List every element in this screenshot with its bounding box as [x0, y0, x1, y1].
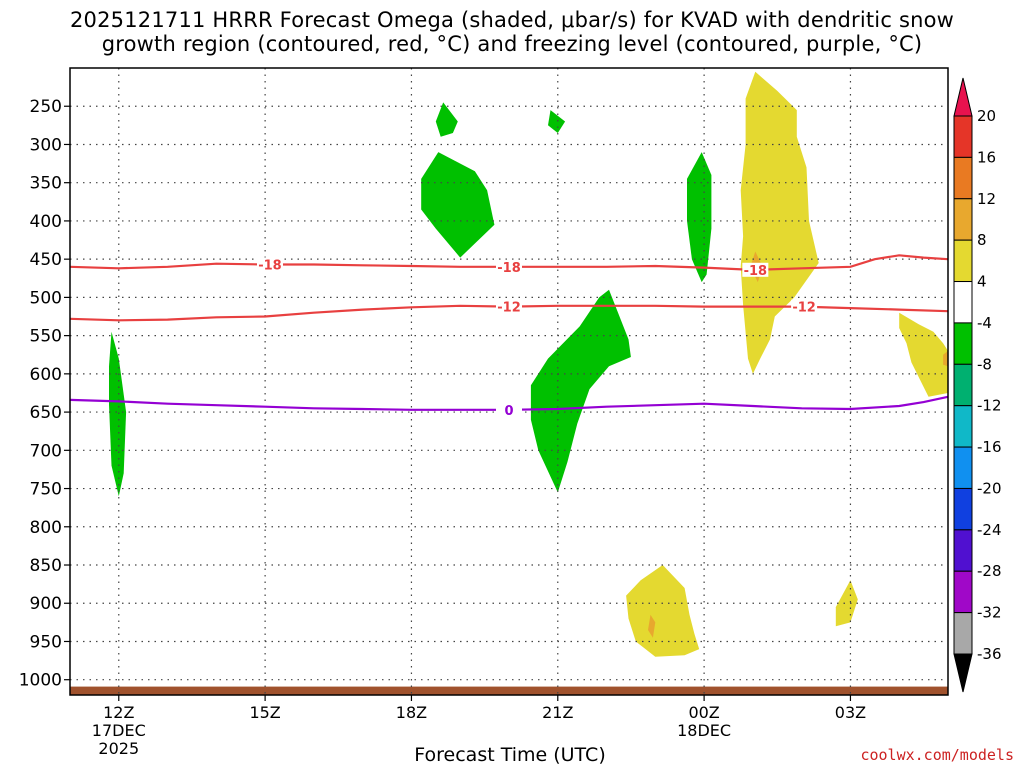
colorbar-label-4: 4 — [977, 273, 987, 291]
x-tick-label-12-0: 00Z — [688, 703, 719, 722]
omega-region-0 — [109, 331, 127, 497]
colorbar-segment-6 — [953, 322, 973, 365]
colorbar-label-5: -4 — [977, 314, 992, 332]
colorbar-label-3: 8 — [977, 231, 987, 249]
colorbar-segment-8 — [953, 405, 973, 448]
omega-region-1 — [435, 102, 458, 137]
colorbar-label-0: 20 — [977, 107, 996, 125]
x-tick-label-0-0: 12Z — [103, 703, 134, 722]
omega-region-8 — [899, 312, 948, 397]
omega-region-2 — [548, 110, 566, 133]
y-tick-label-650: 650 — [30, 403, 62, 423]
y-tick-label-850: 850 — [30, 556, 62, 576]
omega-region-5 — [530, 289, 631, 493]
colorbar-top-arrow — [953, 77, 973, 117]
contour-label-0-1: -18 — [497, 261, 521, 276]
y-axis: 250 300 350 400 450 500 550 600 650 700 750 800 850 9… — [19, 97, 70, 691]
y-tick-label-550: 550 — [30, 327, 62, 347]
y-tick-label-250: 250 — [30, 97, 62, 117]
x-tick-label-9-0: 21Z — [542, 703, 573, 722]
colorbar-label-13: -36 — [977, 645, 1002, 663]
contour-label-bg — [496, 299, 522, 314]
colorbar-label-1: 16 — [977, 148, 996, 166]
x-axis-label: Forecast Time (UTC) — [414, 744, 606, 766]
contour-label-0-2: -18 — [744, 264, 768, 279]
y-tick-label-800: 800 — [30, 518, 62, 538]
plot-frame — [69, 67, 949, 696]
contour-label-bg — [791, 299, 818, 314]
omega-region-4 — [687, 152, 712, 283]
colorbar-segment-4 — [953, 239, 973, 283]
y-tick-label-950: 950 — [30, 632, 62, 652]
colorbar-label-2: 12 — [977, 190, 996, 208]
contour-label-bg — [496, 402, 522, 417]
contour-label-0-0: -18 — [258, 259, 282, 274]
colorbar-segment-13 — [953, 612, 973, 655]
omega-region-3 — [421, 152, 495, 258]
omega-region-12 — [835, 580, 858, 627]
x-tick-label-0-1: 17DEC — [92, 721, 146, 740]
colorbar-label-7: -12 — [977, 397, 1002, 415]
colorbar-label-10: -24 — [977, 521, 1002, 539]
omega-region-9 — [943, 350, 948, 367]
omega-region-6 — [740, 71, 819, 374]
colorbar-label-8: -16 — [977, 438, 1002, 456]
colorbar-segment-7 — [953, 363, 973, 407]
contour-label-bg — [496, 259, 522, 274]
x-tick-label-12-1: 18DEC — [677, 721, 731, 740]
y-tick-label-300: 300 — [30, 135, 62, 155]
x-tick-label-0-2: 2025 — [98, 739, 139, 758]
ground-layer — [70, 686, 948, 695]
colorbar-label-6: -8 — [977, 355, 992, 373]
y-tick-label-450: 450 — [30, 250, 62, 270]
colorbar-segment-5 — [953, 281, 973, 324]
y-tick-label-350: 350 — [30, 174, 62, 194]
colorbar-label-9: -20 — [977, 479, 1002, 497]
omega-region-10 — [626, 565, 700, 657]
x-tick-label-15-0: 03Z — [835, 703, 866, 722]
contour-label-2-0: 0 — [504, 404, 513, 419]
colorbar-label-12: -32 — [977, 604, 1002, 622]
chart-title-line2: growth region (contoured, red, °C) and f… — [101, 32, 923, 56]
colorbar-segment-9 — [953, 446, 973, 489]
contour-label-bg — [256, 257, 283, 272]
colorbar-segment-12 — [953, 570, 973, 614]
grid-lines — [70, 68, 948, 695]
colorbar-label-11: -28 — [977, 562, 1002, 580]
y-tick-label-700: 700 — [30, 441, 62, 461]
colorbar-segment-11 — [953, 529, 973, 572]
y-tick-label-600: 600 — [30, 365, 62, 385]
contour-line-0 — [69, 254, 949, 272]
colorbar-segment-10 — [953, 487, 973, 531]
contour-lines: -18 -18 -18 -12 -12 0 — [69, 254, 949, 419]
colorbar-bottom-arrow — [953, 653, 973, 693]
ground-bar — [70, 686, 948, 695]
colorbar-segment-1 — [953, 115, 973, 158]
omega-regions — [109, 71, 948, 657]
y-tick-label-400: 400 — [30, 212, 62, 232]
y-tick-label-900: 900 — [30, 594, 62, 614]
contour-label-1-1: -12 — [792, 301, 816, 316]
y-tick-label-1000: 1000 — [19, 671, 62, 691]
credit-text: coolwx.com/models — [860, 746, 1014, 764]
contour-label-1-0: -12 — [497, 301, 521, 316]
omega-region-11 — [648, 614, 656, 638]
colorbar-segment-3 — [953, 198, 973, 241]
y-tick-label-750: 750 — [30, 480, 62, 500]
contour-line-2 — [69, 395, 949, 411]
y-tick-label-500: 500 — [30, 288, 62, 308]
x-tick-label-3-0: 15Z — [249, 703, 280, 722]
x-tick-label-6-0: 18Z — [396, 703, 427, 722]
chart-title-line1: 2025121711 HRRR Forecast Omega (shaded, … — [69, 8, 955, 32]
contour-label-bg — [742, 262, 769, 277]
colorbar: 20 16 12 8 4 -4 -8 -12 -16 -20 -24 -28 -32 -36 — [953, 77, 1002, 693]
colorbar-segment-2 — [953, 156, 973, 200]
